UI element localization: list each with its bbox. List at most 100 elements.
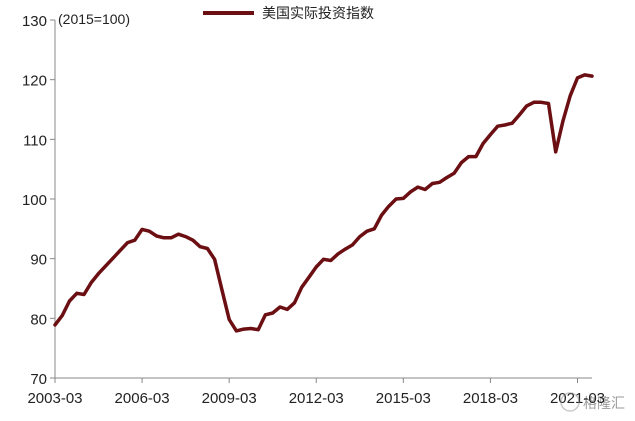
data-point	[256, 328, 260, 332]
data-point	[380, 213, 384, 217]
watermark: 格隆汇	[560, 392, 625, 412]
data-point	[285, 307, 289, 311]
data-point	[147, 229, 151, 233]
data-point	[271, 311, 275, 315]
data-point	[300, 285, 304, 289]
data-point	[590, 74, 594, 78]
x-tick-label: 2021-03	[550, 390, 605, 407]
data-point	[401, 196, 405, 200]
data-point	[293, 301, 296, 305]
data-point	[583, 73, 587, 77]
data-point	[263, 313, 267, 317]
data-point	[198, 245, 202, 249]
watermark-logo-icon	[560, 392, 580, 412]
data-point	[459, 161, 463, 165]
watermark-logo-text: 格隆汇	[583, 395, 625, 411]
data-point	[307, 275, 311, 279]
x-tick-label: 2018-03	[463, 390, 518, 407]
data-point	[82, 293, 86, 296]
data-point	[510, 121, 514, 125]
data-point	[184, 235, 188, 239]
x-tick-label: 2009-03	[202, 390, 257, 407]
data-point	[430, 182, 434, 185]
data-point	[89, 281, 93, 284]
data-point	[496, 124, 500, 128]
data-point	[227, 318, 231, 321]
data-point	[133, 238, 137, 242]
data-point	[336, 252, 340, 256]
data-point	[532, 100, 536, 104]
data-point	[503, 123, 507, 127]
data-point	[438, 180, 442, 184]
x-tick-label: 2015-03	[376, 390, 431, 407]
data-point	[118, 248, 122, 252]
data-point	[68, 299, 71, 303]
data-point	[394, 197, 398, 201]
data-point	[97, 272, 100, 276]
data-point	[213, 257, 217, 261]
data-point	[561, 119, 565, 123]
data-point	[220, 288, 224, 292]
data-point	[387, 204, 391, 208]
series-layer	[53, 73, 594, 333]
data-point	[474, 155, 478, 159]
data-point	[576, 76, 579, 80]
data-point	[488, 133, 492, 137]
x-axis: 2003-03 2006-03 2009-03 2012-03 2015-03 2018-…	[27, 377, 605, 407]
data-point	[176, 232, 180, 236]
data-point	[140, 227, 144, 231]
data-point	[126, 241, 130, 245]
data-point	[568, 94, 572, 98]
data-point	[169, 236, 173, 240]
x-tick-label: 2003-03	[27, 390, 82, 407]
data-point	[358, 235, 362, 239]
data-point	[53, 323, 57, 327]
y-tick-label: 100	[22, 192, 47, 209]
data-point	[343, 247, 347, 251]
legend-label: 美国实际投资指数	[262, 5, 374, 21]
data-point	[467, 155, 471, 159]
data-point	[547, 102, 550, 105]
data-point	[517, 113, 521, 117]
data-point	[351, 243, 354, 247]
y-tick-label: 130	[22, 13, 47, 30]
data-point	[60, 313, 64, 317]
data-point	[481, 142, 485, 145]
data-point	[445, 176, 449, 179]
data-point	[314, 265, 318, 269]
data-point	[329, 259, 333, 262]
data-point	[242, 327, 246, 331]
y-tick-label: 110	[23, 132, 47, 149]
y-axis: 70 80 90 100 110 120 130	[22, 13, 56, 388]
data-point	[525, 104, 529, 108]
data-point	[278, 305, 282, 309]
data-point	[234, 329, 238, 333]
legend: 美国实际投资指数	[203, 5, 374, 21]
data-point	[322, 257, 325, 261]
data-point	[111, 256, 115, 260]
data-point	[249, 327, 253, 330]
data-point	[452, 171, 456, 175]
y-tick-label: 80	[30, 311, 47, 328]
data-point	[416, 185, 420, 189]
data-point	[409, 190, 413, 194]
unit-note: (2015=100)	[58, 11, 130, 27]
data-point	[539, 100, 543, 104]
data-point	[104, 264, 108, 268]
data-point	[205, 247, 209, 250]
y-tick-label: 70	[30, 371, 47, 388]
data-point	[155, 234, 159, 238]
data-point	[191, 238, 195, 242]
x-tick-label: 2006-03	[115, 390, 170, 407]
data-point	[423, 188, 427, 191]
x-tick-label: 2012-03	[289, 390, 344, 407]
data-point	[162, 236, 166, 240]
y-tick-label: 120	[22, 73, 47, 90]
data-point	[372, 227, 376, 231]
data-point	[75, 291, 79, 295]
data-point	[554, 150, 558, 154]
series-line	[53, 73, 594, 333]
y-tick-label: 90	[30, 252, 47, 269]
data-point	[365, 229, 369, 233]
